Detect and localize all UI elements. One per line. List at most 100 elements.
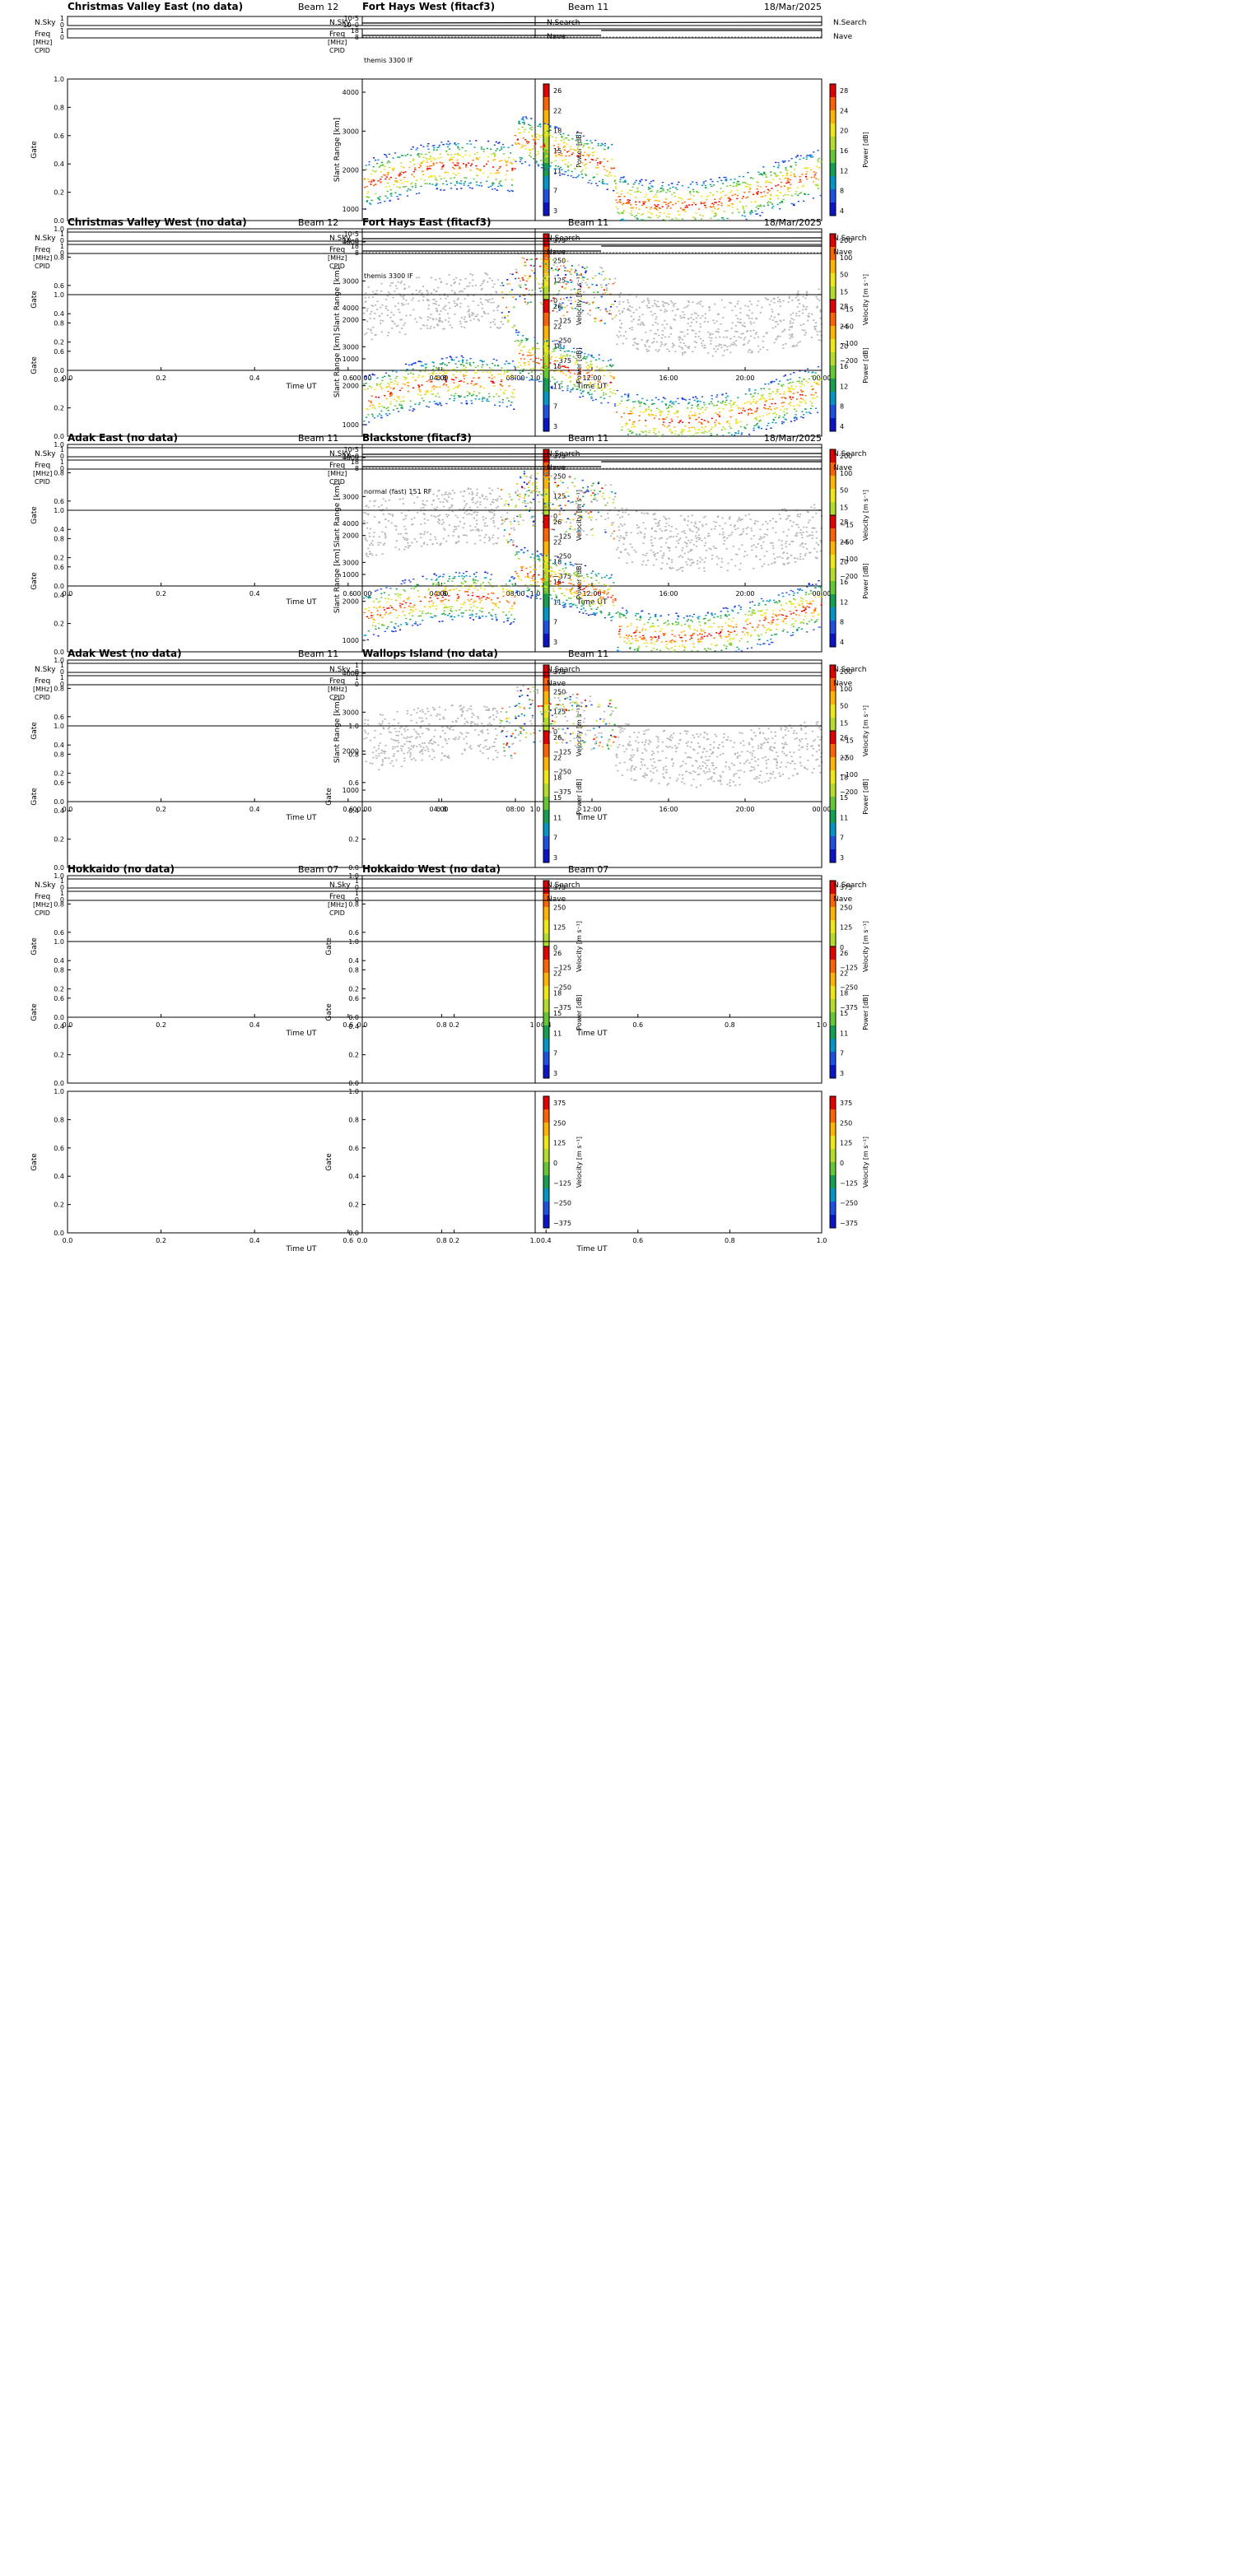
power-pixel	[554, 360, 556, 361]
velocity-pixel	[489, 493, 491, 495]
power-pixel	[775, 162, 776, 163]
power-plot-frame	[362, 295, 822, 436]
power-pixel	[657, 217, 659, 218]
velocity-pixel	[494, 319, 496, 320]
velocity-pixel	[754, 523, 756, 524]
power-pixel	[432, 163, 434, 164]
velocity-pixel	[820, 540, 822, 542]
power-pixel	[676, 411, 678, 412]
velocity-pixel	[751, 318, 753, 319]
velocity-pixel	[642, 522, 644, 523]
velocity-pixel	[781, 544, 783, 546]
velocity-pixel	[731, 532, 733, 533]
power-pixel	[508, 147, 510, 148]
nsky-label: N.Sky	[35, 235, 56, 243]
velocity-pixel	[452, 535, 454, 537]
power-pixel	[712, 194, 714, 195]
power-pixel	[476, 158, 478, 159]
velocity-pixel	[627, 302, 629, 304]
power-pixel	[493, 396, 495, 397]
power-pixel	[539, 124, 541, 125]
velocity-pixel	[533, 525, 534, 527]
power-pixel	[701, 422, 702, 423]
velocity-pixel	[680, 515, 682, 517]
velocity-pixel	[403, 503, 404, 505]
velocity-pixel	[477, 314, 478, 315]
velocity-pixel	[604, 532, 606, 533]
power-pixel	[443, 144, 445, 145]
velocity-pixel	[477, 528, 478, 530]
power-pixel	[543, 145, 544, 146]
power-pixel	[506, 371, 508, 372]
power-pixel	[491, 374, 492, 375]
power-pixel	[770, 195, 771, 196]
power-pixel	[435, 396, 436, 397]
power-pixel	[502, 399, 504, 400]
velocity-pixel	[508, 283, 510, 285]
power-pixel	[701, 423, 702, 424]
power-pixel	[743, 176, 744, 177]
power-pixel	[815, 376, 817, 377]
velocity-pixel	[375, 334, 376, 336]
velocity-pixel	[574, 289, 576, 291]
power-pixel	[464, 397, 465, 398]
velocity-pixel	[450, 285, 452, 286]
power-pixel	[673, 426, 675, 427]
power-pixel	[703, 181, 705, 182]
velocity-pixel	[496, 307, 498, 309]
power-pixel	[600, 397, 602, 398]
velocity-pixel	[473, 518, 475, 519]
power-pixel	[492, 183, 494, 184]
power-pixel	[393, 388, 394, 389]
velocity-pixel	[735, 325, 737, 327]
velocity-pixel	[552, 297, 554, 299]
velocity-pixel	[534, 272, 535, 274]
power-pixel	[693, 427, 695, 428]
power-pixel	[731, 410, 733, 411]
power-pixel	[645, 179, 646, 180]
power-pixel	[762, 166, 764, 167]
power-pixel	[682, 398, 683, 399]
power-colorbar-tick-label: 24	[840, 323, 848, 330]
velocity-pixel	[809, 519, 810, 521]
velocity-pixel	[708, 532, 710, 534]
velocity-pixel	[673, 305, 674, 307]
velocity-pixel	[797, 306, 799, 308]
velocity-pixel	[627, 552, 629, 554]
velocity-pixel	[479, 504, 481, 505]
power-pixel	[487, 160, 489, 161]
power-pixel	[790, 405, 791, 406]
velocity-pixel	[804, 298, 806, 300]
power-pixel	[589, 154, 590, 155]
power-pixel	[585, 358, 586, 359]
velocity-pixel	[604, 485, 606, 486]
velocity-pixel	[460, 491, 462, 493]
power-pixel	[810, 177, 812, 178]
power-pixel	[705, 409, 706, 410]
velocity-pixel	[526, 491, 528, 492]
power-pixel	[445, 172, 447, 173]
velocity-pixel	[557, 267, 558, 268]
power-pixel	[384, 174, 386, 175]
velocity-pixel	[742, 518, 743, 520]
velocity-pixel	[445, 305, 446, 307]
power-pixel	[388, 172, 389, 173]
power-pixel	[692, 204, 693, 205]
velocity-pixel	[472, 274, 473, 276]
velocity-pixel	[558, 291, 560, 292]
power-pixel	[630, 213, 631, 214]
power-pixel	[428, 152, 430, 153]
power-pixel	[560, 134, 562, 135]
velocity-pixel	[666, 563, 668, 565]
power-colorbar-segment	[830, 300, 836, 314]
velocity-pixel	[787, 515, 789, 517]
velocity-pixel	[654, 333, 655, 335]
velocity-pixel	[631, 316, 632, 318]
velocity-pixel	[462, 291, 464, 293]
nsearch-label: N.Search	[833, 235, 867, 243]
velocity-pixel	[572, 519, 574, 521]
velocity-pixel	[643, 513, 645, 514]
velocity-pixel	[686, 546, 687, 547]
velocity-pixel	[698, 336, 700, 337]
power-pixel	[738, 433, 739, 434]
